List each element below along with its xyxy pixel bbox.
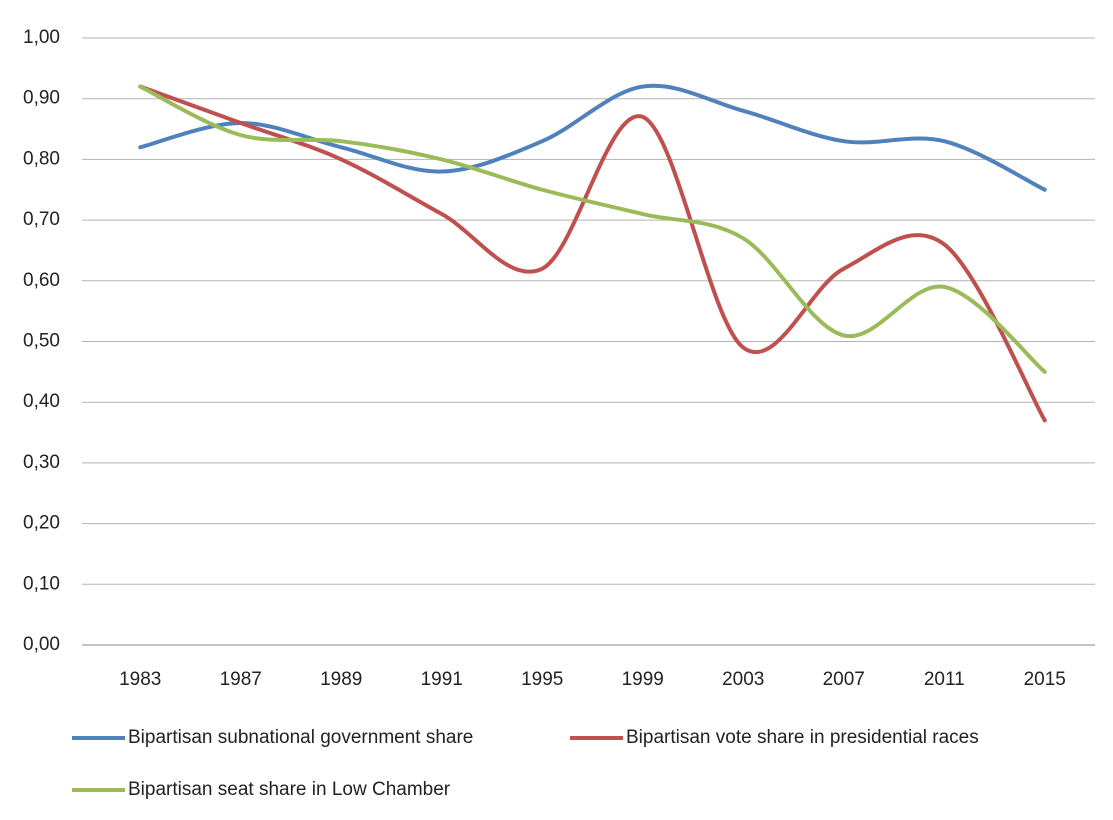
- y-tick-label: 0,80: [23, 148, 60, 169]
- x-tick-label: 1987: [220, 669, 262, 690]
- x-tick-label: 1991: [421, 669, 463, 690]
- legend-label: Bipartisan seat share in Low Chamber: [128, 779, 451, 800]
- legend-label: Bipartisan subnational government share: [128, 727, 473, 748]
- y-tick-label: 1,00: [23, 27, 60, 48]
- x-tick-label: 2011: [924, 669, 965, 690]
- y-tick-label: 0,40: [23, 391, 60, 412]
- x-tick-label: 1999: [622, 669, 664, 690]
- series-line: [138, 84, 1047, 423]
- x-tick-label: 2007: [823, 669, 865, 690]
- x-tick-label: 1989: [320, 669, 362, 690]
- y-tick-label: 0,60: [23, 270, 60, 291]
- series-line: [138, 83, 1047, 192]
- y-tick-label: 0,70: [23, 209, 60, 230]
- y-tick-label: 0,00: [23, 634, 60, 655]
- x-tick-label: 2015: [1024, 669, 1066, 690]
- x-tick-label: 1983: [119, 669, 161, 690]
- series-line: [138, 84, 1047, 374]
- y-tick-label: 0,30: [23, 452, 60, 473]
- x-tick-label: 1995: [521, 669, 563, 690]
- y-tick-label: 0,90: [23, 88, 60, 109]
- x-tick-label: 2003: [722, 669, 764, 690]
- legend-label: Bipartisan vote share in presidential ra…: [626, 727, 979, 748]
- y-tick-label: 0,50: [23, 331, 60, 352]
- y-tick-label: 0,10: [23, 573, 60, 594]
- y-tick-label: 0,20: [23, 513, 60, 534]
